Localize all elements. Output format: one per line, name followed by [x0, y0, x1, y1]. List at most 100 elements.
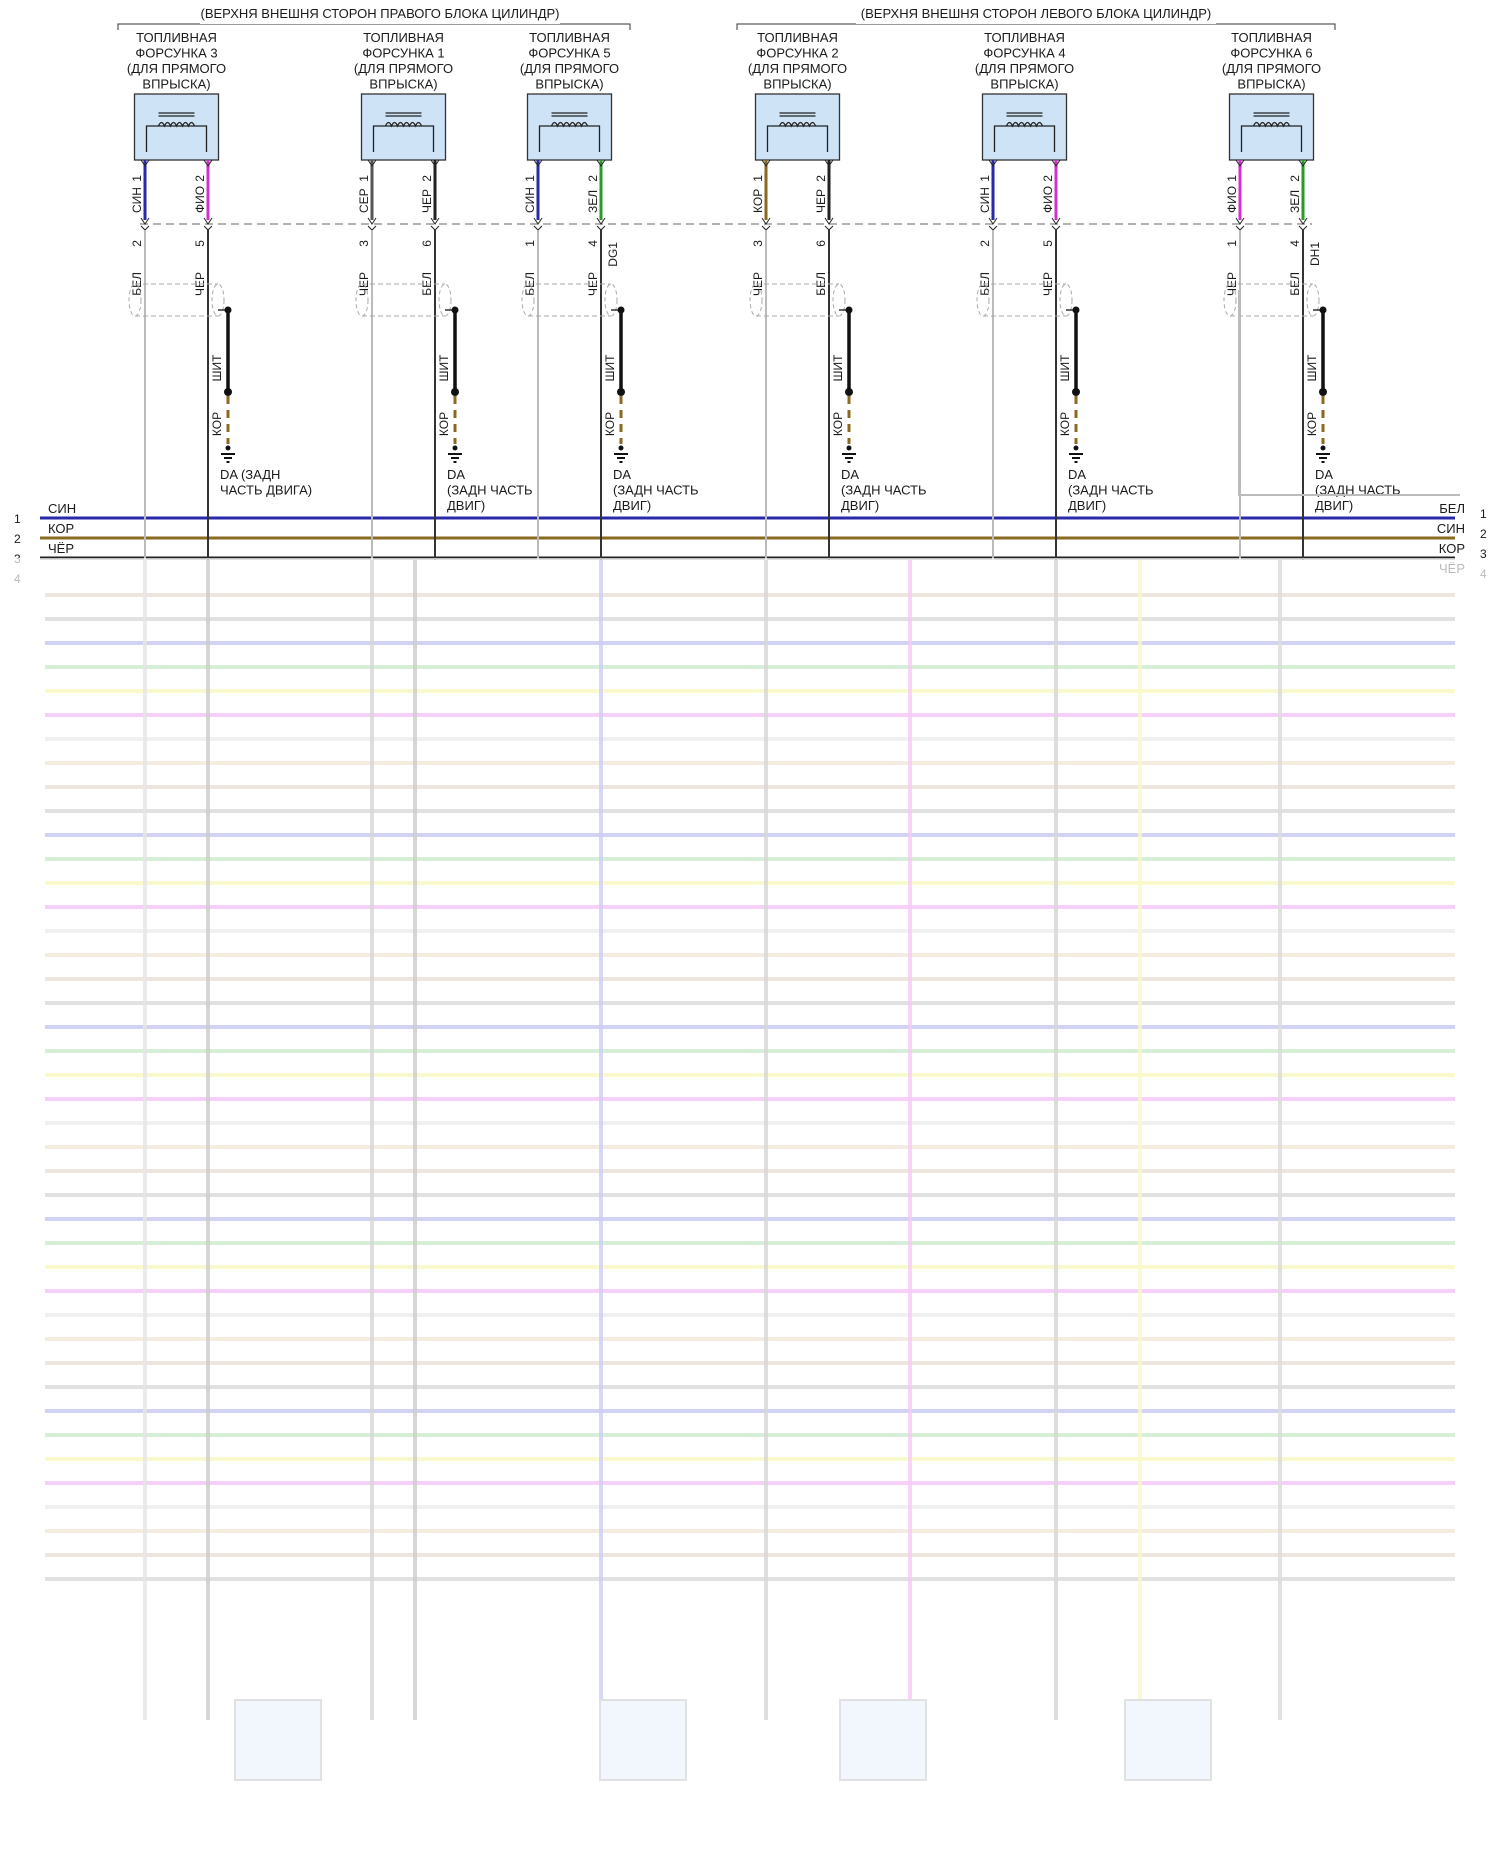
shield-end — [211, 283, 225, 317]
pin-arrow — [367, 159, 377, 167]
injector-title-line: (ДЛЯ ПРЯМОГО — [975, 61, 1074, 76]
ground-label: (ЗАДН ЧАСТЬ — [447, 483, 533, 498]
shield-end — [355, 283, 369, 317]
ground-label: ДВИГ) — [447, 498, 485, 513]
pin-number-bottom: 3 — [751, 240, 765, 247]
shield-end — [1223, 283, 1237, 317]
ground-label: (ЗАДН ЧАСТЬ — [841, 483, 927, 498]
shield-label: ШИТ — [831, 354, 845, 382]
coil-icon — [145, 112, 208, 152]
faded-component — [1124, 1699, 1212, 1781]
pin-number-bottom: 1 — [1225, 240, 1239, 247]
connector-code: DG1 — [606, 242, 620, 267]
pin-number-bottom: 1 — [523, 240, 537, 247]
ground-label: DA (ЗАДН — [220, 467, 280, 482]
wire-color-top: КОР — [751, 189, 765, 213]
shield-label: ШИТ — [1305, 354, 1319, 382]
pin-arrow — [430, 159, 440, 167]
wire-color-top: СИН — [978, 187, 992, 213]
pin-number-bottom: 2 — [978, 240, 992, 247]
injector-title-line: ТОПЛИВНАЯ — [136, 30, 217, 45]
pin-number-top: 2 — [420, 175, 434, 182]
bus-left-label: КОР — [48, 521, 74, 536]
ground-node — [452, 445, 458, 451]
ground-label: DA — [447, 467, 465, 482]
injector-title-line: ТОПЛИВНАЯ — [529, 30, 610, 45]
pin-arrow — [988, 159, 998, 167]
wire-color-top: ФИО — [193, 186, 207, 213]
pin-number-bottom: 4 — [1288, 240, 1302, 247]
group-brackets: (ВЕРХНЯ ВНЕШНЯ СТОРОН ПРАВОГО БЛОКА ЦИЛИ… — [117, 4, 1336, 30]
pin-number-top: 2 — [1288, 175, 1302, 182]
wire-color-top: ФИО — [1041, 186, 1055, 213]
shield-end — [976, 283, 990, 317]
ground-icon — [448, 445, 462, 463]
bus-left-label: СИН — [48, 501, 76, 516]
pin-arrow — [203, 159, 213, 167]
injector-title-line: ТОПЛИВНАЯ — [984, 30, 1065, 45]
ground-wire-label: КОР — [210, 412, 224, 436]
coil-winding — [550, 121, 589, 128]
pin-arrow — [140, 159, 150, 167]
faded-component — [839, 1699, 927, 1781]
wire-color-top: ЧЕР — [420, 189, 434, 213]
pin-number-top: 1 — [751, 175, 765, 182]
shield-end — [1059, 283, 1073, 317]
coil-winding — [778, 121, 817, 128]
group-label: (ВЕРХНЯ ВНЕШНЯ СТОРОН ЛЕВОГО БЛОКА ЦИЛИН… — [861, 6, 1211, 21]
shield-label: ШИТ — [603, 354, 617, 382]
injector-title-line: ФОРСУНКА 3 — [135, 46, 217, 61]
shield-sleeve — [756, 283, 839, 317]
shield-sleeve — [1230, 283, 1313, 317]
injector-box — [981, 93, 1068, 161]
pin-arrow — [596, 159, 606, 167]
shield-end — [521, 283, 535, 317]
bus-number-right: 3 — [1480, 547, 1487, 561]
wire-color-top: ЧЕР — [814, 189, 828, 213]
bus-number-right: 1 — [1480, 507, 1487, 521]
shield-label: ШИТ — [1058, 354, 1072, 382]
coil-winding — [384, 121, 423, 128]
pin-number-top: 2 — [586, 175, 600, 182]
shield-sleeve — [983, 283, 1066, 317]
pin-number-bottom: 6 — [420, 240, 434, 247]
faded-component — [234, 1699, 322, 1781]
shield-label: ШИТ — [437, 354, 451, 382]
bus-number-right: 4 — [1480, 567, 1487, 581]
injector-title-line: ВПРЫСКА) — [1237, 77, 1305, 92]
pin-number-top: 1 — [1225, 175, 1239, 182]
ground-wire-label: КОР — [1305, 412, 1319, 436]
injector-title-line: ВПРЫСКА) — [369, 77, 437, 92]
shield-sleeve — [362, 283, 445, 317]
splice-dot — [1319, 388, 1327, 396]
shield-end — [832, 283, 846, 317]
pin-number-bottom: 2 — [130, 240, 144, 247]
pin-number-top: 2 — [193, 175, 207, 182]
injector-title-line: ФОРСУНКА 1 — [362, 46, 444, 61]
pin-arrow — [1298, 159, 1308, 167]
coil-winding — [1005, 121, 1044, 128]
coil-icon — [538, 112, 601, 152]
ground-label: (ЗАДН ЧАСТЬ — [1068, 483, 1154, 498]
bus-number: 2 — [14, 532, 21, 546]
ground-node — [1320, 445, 1326, 451]
ground-wire-label: КОР — [603, 412, 617, 436]
pin-number-bottom: 5 — [193, 240, 207, 247]
bus-wires: 1 СИН БЕЛ 1 2 КОР СИН 2 3 ЧЁР КОР 3 4 ЧЁР 4 — [14, 501, 1487, 586]
injector-title-line: ВПРЫСКА) — [763, 77, 831, 92]
shield-end — [604, 283, 618, 317]
ground-node — [846, 445, 852, 451]
faded-component — [599, 1699, 687, 1781]
pin-number-top: 2 — [814, 175, 828, 182]
ground-node — [618, 445, 624, 451]
ground-icon — [614, 445, 628, 463]
pin-number-bottom: 3 — [357, 240, 371, 247]
bus-left-label: ЧЁР — [48, 541, 74, 556]
faded-lower-section — [45, 560, 1455, 1781]
shield-end — [749, 283, 763, 317]
injector-title-line: ТОПЛИВНАЯ — [757, 30, 838, 45]
